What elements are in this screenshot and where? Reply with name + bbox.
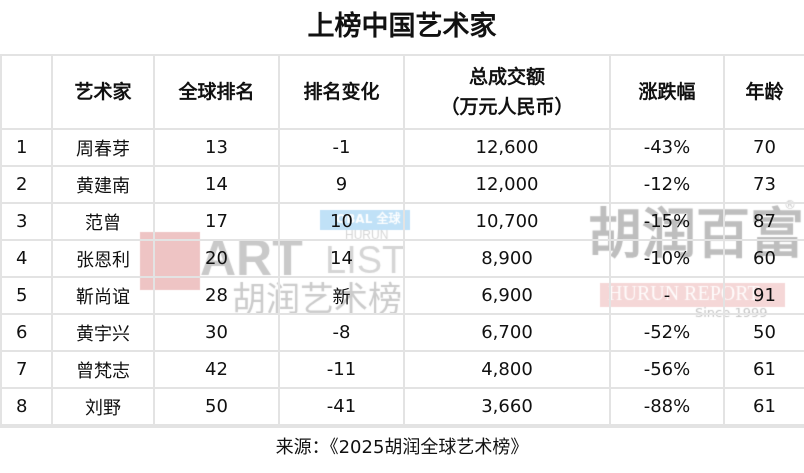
- age: 61: [723, 387, 804, 426]
- row-index: 2: [0, 165, 53, 204]
- change-pct: -52%: [609, 313, 725, 352]
- rank-change: 9: [278, 165, 405, 204]
- rank-change: 10: [278, 202, 405, 241]
- change-pct: -15%: [609, 202, 725, 241]
- change-pct: -: [609, 276, 725, 315]
- global-rank: 28: [153, 276, 280, 315]
- total-sales: 8,900: [403, 239, 611, 278]
- artist-name: 周春芽: [51, 128, 155, 167]
- table-row: 3 范曾 17 10 10,700 -15% 87: [0, 202, 804, 241]
- age: 87: [723, 202, 804, 241]
- global-rank: 14: [153, 165, 280, 204]
- global-rank: 50: [153, 387, 280, 426]
- change-pct: -88%: [609, 387, 725, 426]
- artist-name: 范曾: [51, 202, 155, 241]
- change-pct: -12%: [609, 165, 725, 204]
- age: 61: [723, 350, 804, 389]
- rank-change: 新: [278, 276, 405, 315]
- col-header-artist: 艺术家: [51, 54, 155, 130]
- table-row: 5 靳尚谊 28 新 6,900-91: [0, 276, 804, 315]
- total-sales: 6,900: [403, 276, 611, 315]
- total-sales: 4,800: [403, 350, 611, 389]
- page-title: 上榜中国艺术家: [0, 0, 804, 56]
- artist-name: 黄宇兴: [51, 313, 155, 352]
- total-sales: 6,700: [403, 313, 611, 352]
- col-header-change-pct: 涨跌幅: [609, 54, 725, 130]
- artist-name: 黄建南: [51, 165, 155, 204]
- col-header-total-sales: 总成交额 （万元人民币）: [403, 54, 611, 130]
- age: 60: [723, 239, 804, 278]
- age: 50: [723, 313, 804, 352]
- rank-change: -1: [278, 128, 405, 167]
- global-rank: 42: [153, 350, 280, 389]
- artist-name: 曾梵志: [51, 350, 155, 389]
- change-pct: -10%: [609, 239, 725, 278]
- total-sales: 3,660: [403, 387, 611, 426]
- rank-change: -41: [278, 387, 405, 426]
- table-row: 1 周春芽 13 -1 12,600 -43% 70: [0, 128, 804, 167]
- col-header-rank-change: 排名变化: [278, 54, 405, 130]
- rank-change: 14: [278, 239, 405, 278]
- table-row: 7 曾梵志 42 -11 4,800 -56% 61: [0, 350, 804, 389]
- global-rank: 17: [153, 202, 280, 241]
- total-sales-unit: （万元人民币）: [440, 96, 574, 118]
- row-index: 8: [0, 387, 53, 426]
- global-rank: 30: [153, 313, 280, 352]
- total-sales-label: 总成交额: [468, 66, 545, 88]
- col-header-index: [0, 54, 53, 130]
- row-index: 1: [0, 128, 53, 167]
- total-sales: 10,700: [403, 202, 611, 241]
- table-row: 8 刘野 50 -41 3,660 -88% 61: [0, 387, 804, 426]
- table-row: 2 黄建南 14 9 12,000 -12% 73: [0, 165, 804, 204]
- row-index: 5: [0, 276, 53, 315]
- global-rank: 13: [153, 128, 280, 167]
- age: 91: [723, 276, 804, 315]
- col-header-global-rank: 全球排名: [153, 54, 280, 130]
- rank-change: -11: [278, 350, 405, 389]
- artist-table: 艺术家 全球排名 排名变化 总成交额 （万元人民币） 涨跌幅 年龄 1 周春芽 13-…: [0, 54, 804, 426]
- rank-change: -8: [278, 313, 405, 352]
- row-index: 4: [0, 239, 53, 278]
- artist-name: 刘野: [51, 387, 155, 426]
- age: 73: [723, 165, 804, 204]
- artist-name: 张恩利: [51, 239, 155, 278]
- change-pct: -43%: [609, 128, 725, 167]
- artist-name: 靳尚谊: [51, 276, 155, 315]
- table-header-row: 艺术家 全球排名 排名变化 总成交额 （万元人民币） 涨跌幅 年龄: [0, 54, 804, 130]
- row-index: 7: [0, 350, 53, 389]
- col-header-age: 年龄: [723, 54, 804, 130]
- row-index: 6: [0, 313, 53, 352]
- total-sales: 12,600: [403, 128, 611, 167]
- table-row: 4 张恩利 20 14 8,900 -10% 60: [0, 239, 804, 278]
- source-footer: 来源：《2025胡润全球艺术榜》: [0, 426, 804, 473]
- global-rank: 20: [153, 239, 280, 278]
- age: 70: [723, 128, 804, 167]
- total-sales: 12,000: [403, 165, 611, 204]
- change-pct: -56%: [609, 350, 725, 389]
- row-index: 3: [0, 202, 53, 241]
- table-row: 6 黄宇兴 30 -8 6,700 -52% 50: [0, 313, 804, 352]
